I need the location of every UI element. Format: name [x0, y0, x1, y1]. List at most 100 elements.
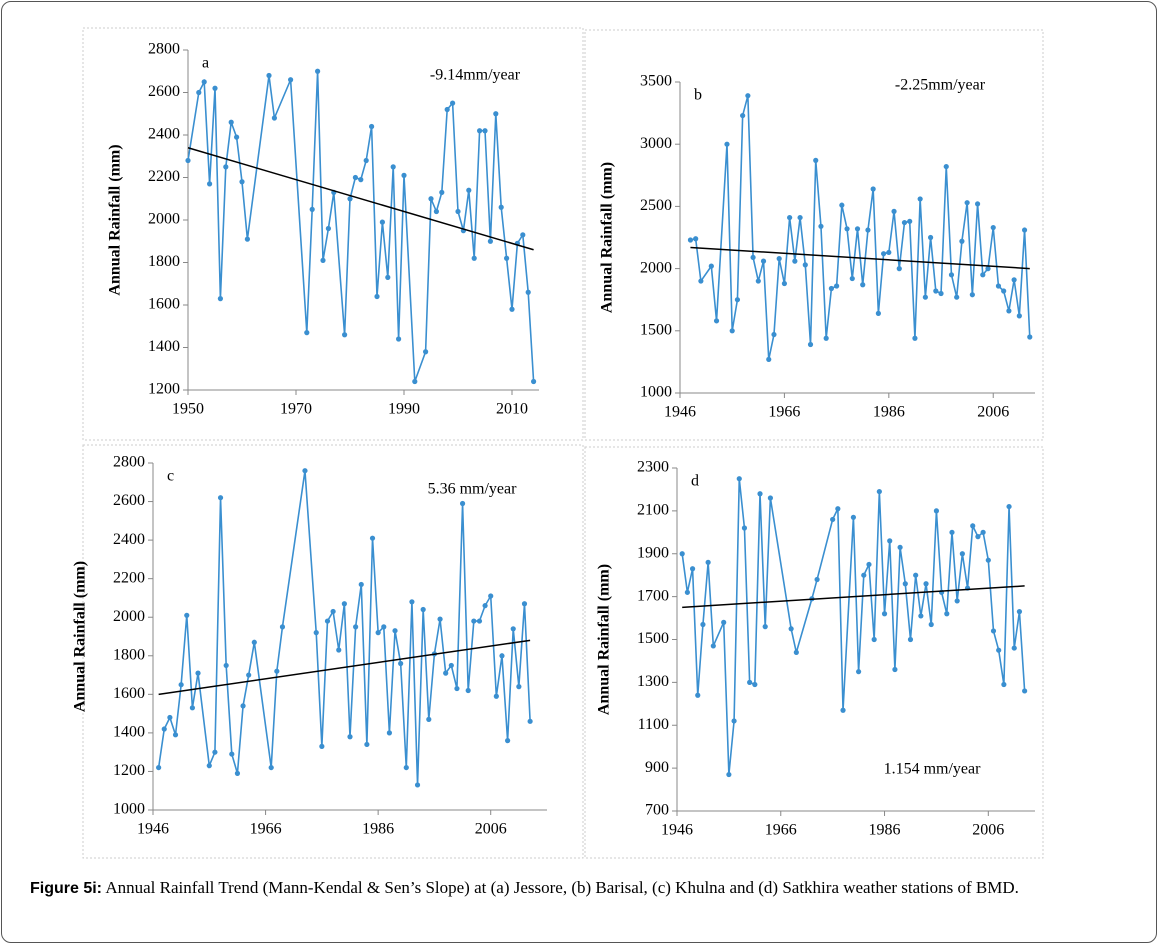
rainfall-point: [428, 196, 434, 202]
rainfall-point: [933, 288, 939, 294]
rainfall-point: [913, 572, 919, 578]
rainfall-point: [521, 601, 528, 607]
rainfall-point: [386, 730, 392, 736]
rainfall-point: [840, 707, 846, 713]
rainfall-point: [274, 668, 280, 674]
rainfall-point: [990, 224, 996, 231]
y-tick-label: 1800: [148, 253, 180, 270]
rainfall-point: [398, 660, 404, 667]
rainfall-point: [762, 624, 768, 630]
rainfall-point: [917, 196, 923, 202]
rainfall-point: [844, 226, 850, 232]
rainfall-point: [964, 200, 970, 206]
rainfall-point: [369, 535, 376, 541]
rainfall-point: [228, 119, 234, 125]
rainfall-point: [505, 738, 511, 744]
y-tick-label: 1500: [637, 630, 669, 647]
rainfall-point: [488, 593, 494, 599]
rainfall-point: [352, 174, 358, 181]
rainfall-point: [710, 643, 716, 649]
rainfall-point: [802, 262, 808, 268]
rainfall-point: [897, 544, 903, 550]
rainfall-point: [433, 208, 439, 215]
y-tick-label: 1800: [113, 646, 145, 663]
rainfall-point: [1006, 308, 1012, 314]
rainfall-point: [315, 68, 321, 74]
rainfall-point: [891, 208, 897, 214]
x-tick-label: 1966: [768, 404, 800, 421]
rainfall-point: [1021, 227, 1028, 233]
rainfall-point: [482, 603, 488, 609]
rainfall-point: [185, 157, 191, 164]
rainfall-point: [420, 606, 426, 613]
panel-label: a: [202, 55, 209, 72]
y-axis-label: Annual Rainfall (mm): [599, 162, 616, 313]
rainfall-point: [251, 639, 257, 645]
rainfall-point: [369, 123, 375, 130]
rainfall-point: [954, 598, 960, 604]
caption: Figure 5i: Annual Rainfall Trend (Mann-K…: [30, 878, 1019, 898]
rainfall-point: [392, 628, 398, 634]
rainfall-point: [923, 581, 929, 587]
trend-annotation: -9.14mm/year: [430, 67, 521, 84]
panel-label: d: [691, 473, 699, 490]
x-tick-label: 1946: [137, 821, 169, 838]
trend-line: [682, 585, 1025, 609]
rainfall-point: [755, 278, 761, 284]
rainfall-point: [731, 718, 737, 724]
y-tick-label: 1700: [637, 587, 669, 604]
rainfall-point: [948, 272, 955, 278]
rainfall-point: [896, 266, 902, 272]
panel-box: [82, 444, 584, 859]
rainfall-point: [212, 749, 218, 755]
rainfall-point: [871, 636, 877, 643]
rainfall-point: [700, 621, 706, 628]
rainfall-point: [740, 112, 746, 119]
rainfall-point: [944, 611, 950, 617]
y-axis-label: Annual Rainfall (mm): [107, 144, 124, 295]
rainfall-point: [980, 272, 986, 278]
rainfall-point: [828, 285, 834, 292]
x-tick-label: 2006: [475, 821, 507, 838]
rainfall-point: [813, 157, 819, 163]
rainfall-point: [437, 616, 443, 622]
rainfall-point: [886, 249, 892, 256]
rainfall-point: [459, 500, 466, 507]
rainfall-point: [385, 274, 391, 280]
rainfall-point: [229, 751, 235, 757]
rainfall-point: [206, 763, 212, 769]
y-tick-label: 1300: [637, 673, 669, 690]
rainfall-point: [807, 341, 814, 348]
panel-box: [584, 446, 1044, 859]
trend-line: [158, 639, 531, 696]
rainfall-point: [156, 764, 162, 771]
rainfall-point: [358, 581, 364, 588]
rainfall-point: [693, 236, 699, 242]
rainfall-point: [455, 208, 461, 215]
rainfall-point: [499, 653, 505, 659]
rainfall-point: [760, 258, 767, 264]
rainfall-point: [933, 508, 940, 514]
y-tick-label: 2800: [148, 41, 180, 58]
rainfall-point: [412, 378, 418, 385]
y-axis-label: Annual Rainfall (mm): [72, 561, 89, 712]
rainfall-point: [834, 283, 840, 289]
rainfall-point: [466, 187, 472, 193]
rainfall-point: [1006, 503, 1012, 510]
rainfall-point: [403, 764, 409, 771]
rainfall-point: [985, 557, 991, 563]
rainfall-point: [787, 214, 793, 221]
rainfall-point: [792, 258, 798, 264]
rainfall-point: [288, 77, 294, 83]
rainfall-point: [516, 684, 522, 690]
rainfall-point: [454, 685, 460, 692]
panel-box: [584, 29, 1044, 441]
rainfall-point: [996, 647, 1002, 653]
rainfall-point: [757, 491, 763, 497]
rainfall-line: [157, 470, 531, 785]
y-tick-label: 2200: [113, 569, 145, 586]
rainfall-point: [450, 100, 456, 106]
rainfall-point: [266, 72, 272, 79]
y-tick-label: 2600: [113, 492, 145, 509]
rainfall-point: [788, 626, 794, 632]
